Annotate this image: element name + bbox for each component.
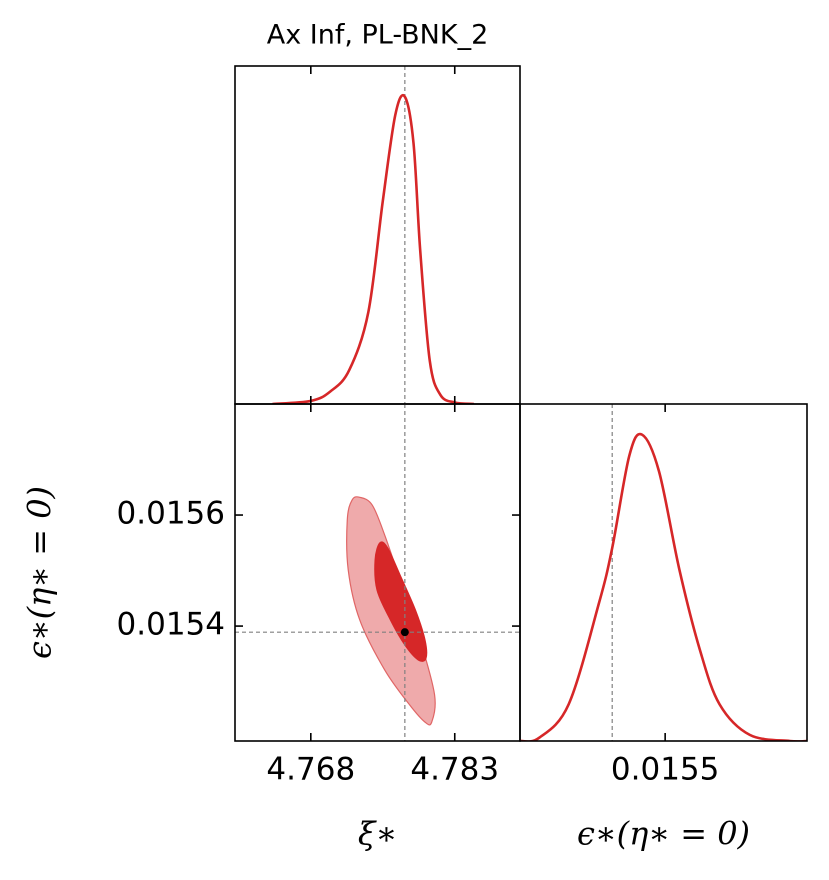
contour <box>374 541 428 662</box>
frame <box>519 403 808 742</box>
x-axis-label: ϵ∗(η∗ = 0) <box>577 815 750 853</box>
chart-title: Ax Inf, PL-BNK_2 <box>267 20 489 51</box>
panel <box>520 404 807 741</box>
panel <box>235 404 520 741</box>
y-tick-label: 0.0156 <box>117 496 225 532</box>
y-axis-label: ϵ∗(η∗ = 0) <box>21 486 59 659</box>
panel <box>272 66 475 404</box>
density-line <box>520 432 807 741</box>
x-axis-label: ξ∗ <box>358 815 397 853</box>
x-tick-label: 4.768 <box>266 752 355 788</box>
x-tick-label: 0.0155 <box>611 752 719 788</box>
y-tick-label: 0.0154 <box>117 607 225 643</box>
density-line <box>272 93 475 404</box>
x-tick-label: 4.783 <box>410 752 499 788</box>
point <box>400 628 409 637</box>
